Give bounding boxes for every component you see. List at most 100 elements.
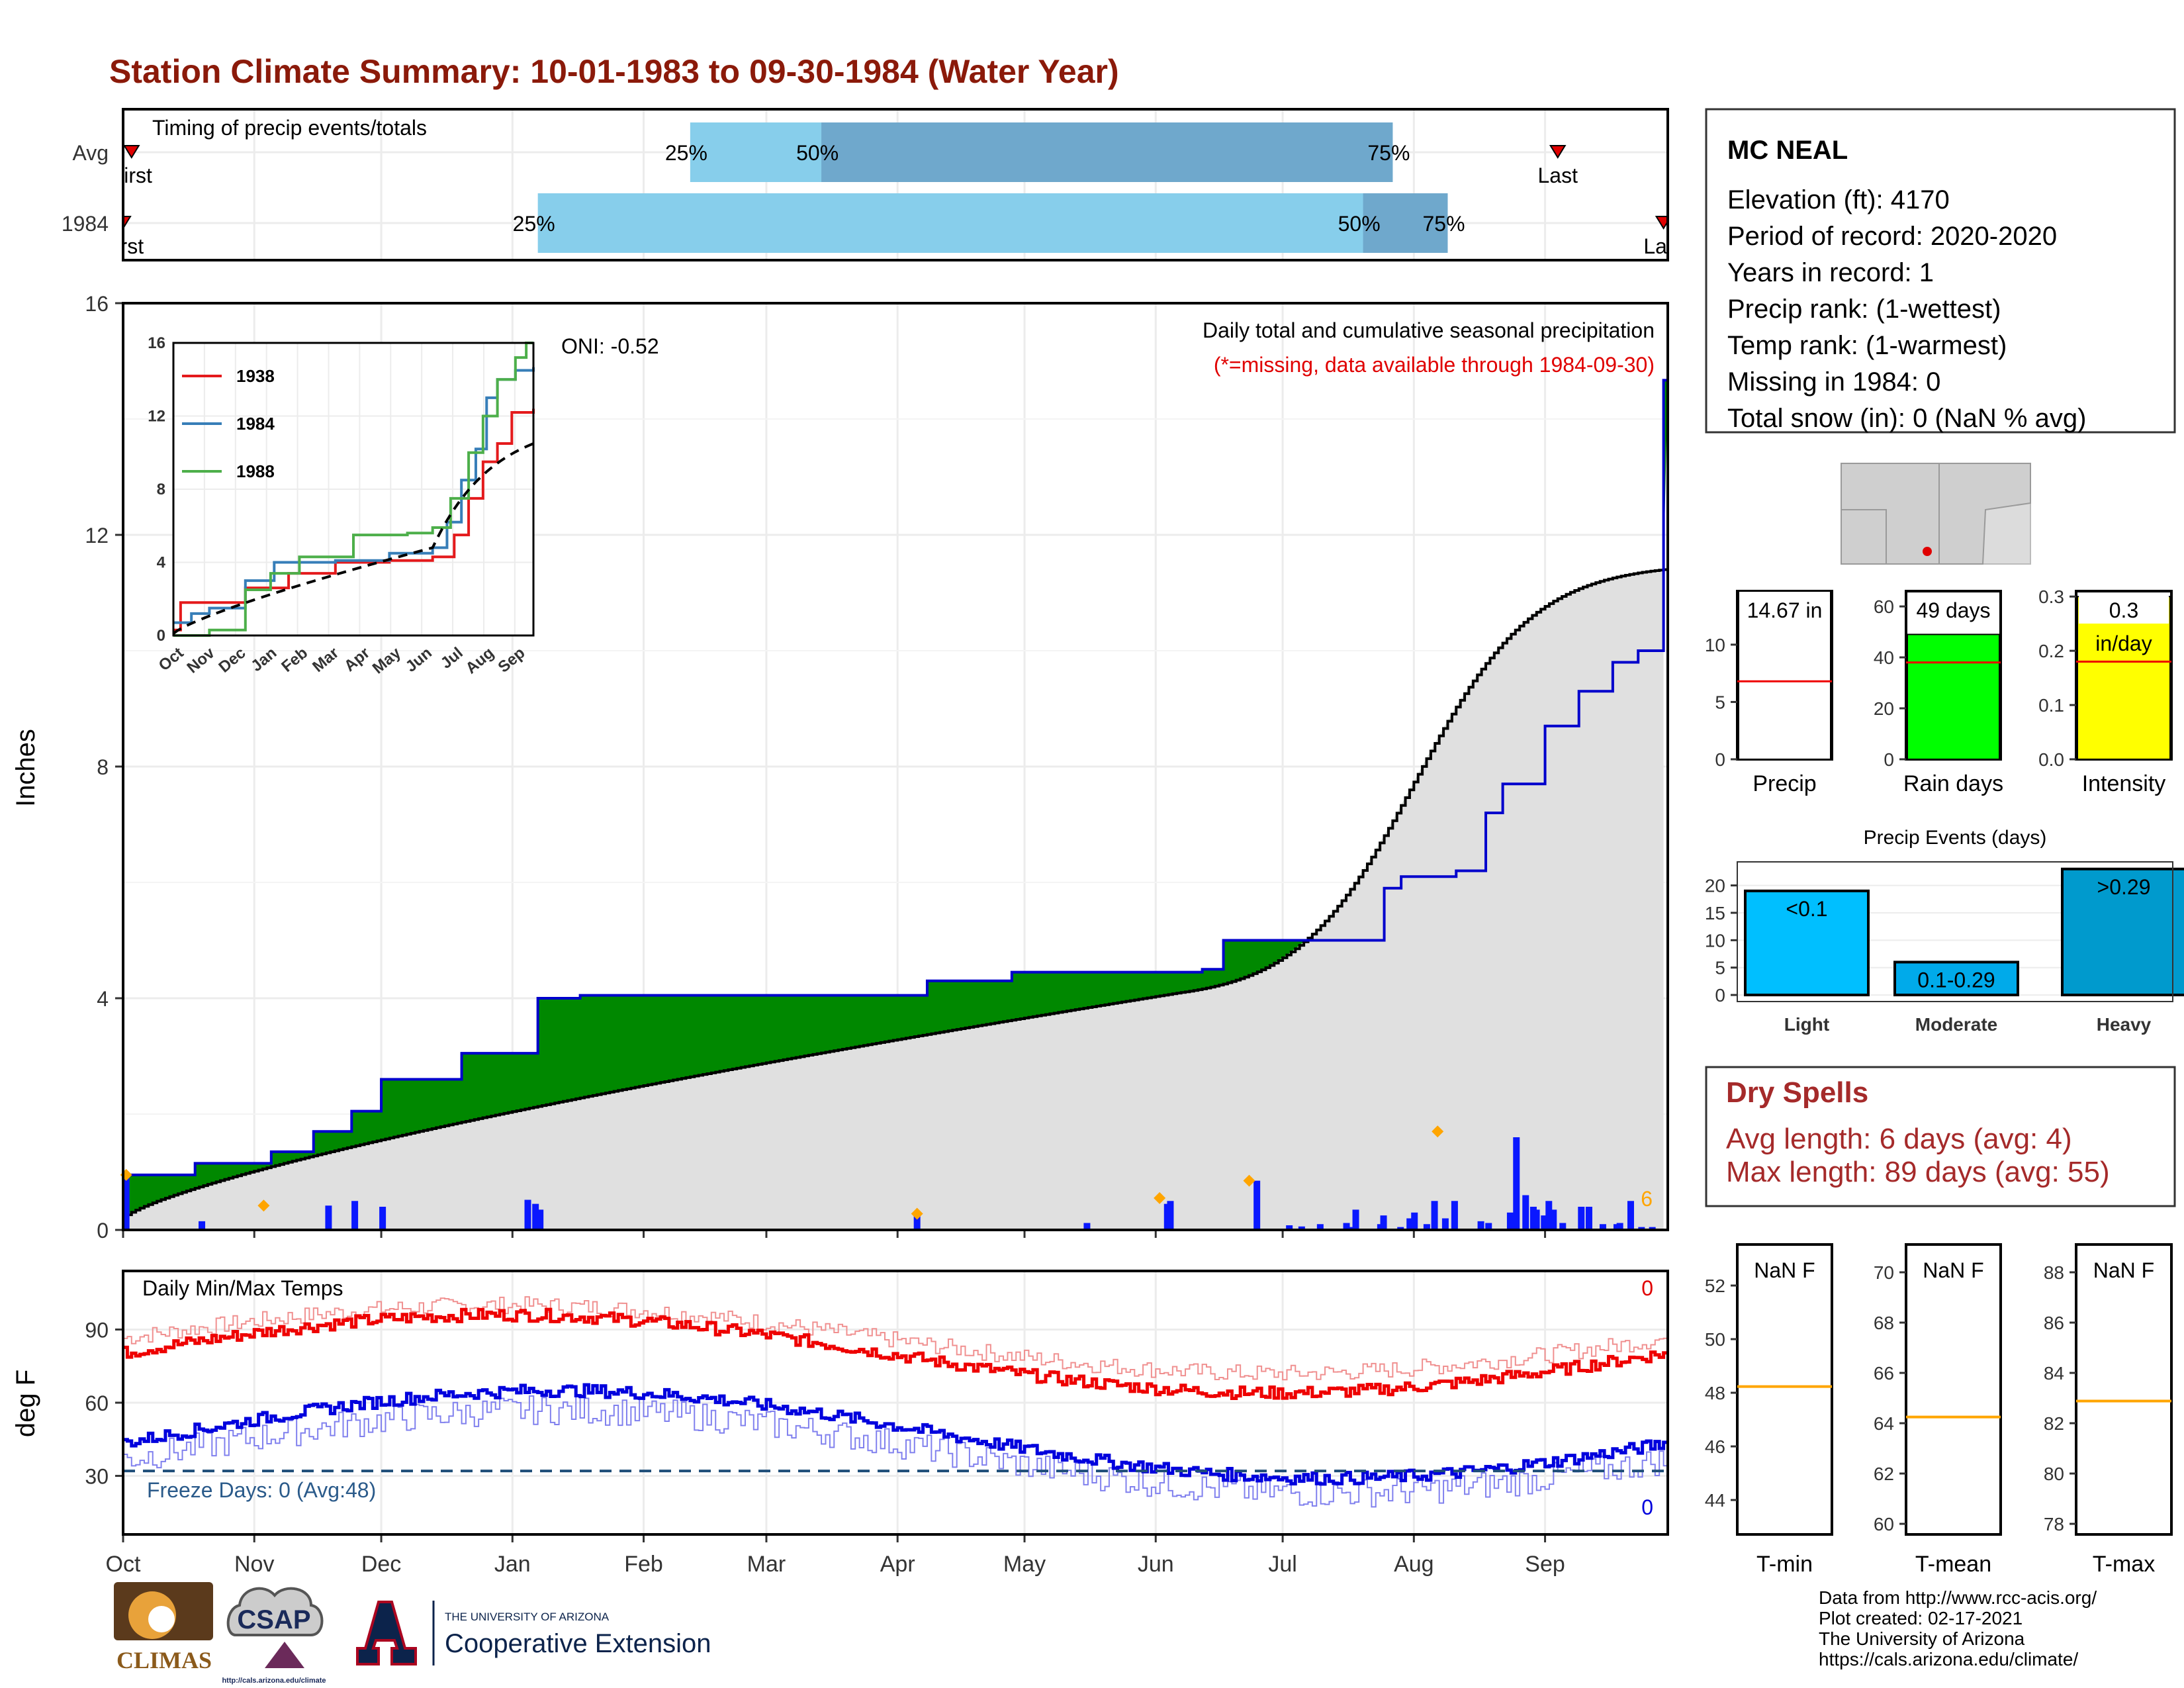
daily-max-temp-line <box>123 1296 1668 1381</box>
station-info-line: Temp rank: (1-warmest) <box>1727 331 2007 360</box>
events-y-tick: 0 <box>1715 985 1725 1006</box>
quartile-bar-light <box>537 193 1448 253</box>
temp-summary-y-tick: 50 <box>1705 1329 1725 1350</box>
daily-precip-bar <box>1559 1223 1567 1230</box>
temp-summary-y-tick: 82 <box>2044 1413 2064 1434</box>
legend-label: 1938 <box>236 366 275 386</box>
events-title: Precip Events (days) <box>1864 827 2047 849</box>
minibar-value-bar <box>2077 596 2171 760</box>
daily-precip-bar <box>537 1209 544 1230</box>
pct-75-label: 75% <box>1422 212 1465 236</box>
temp-y-axis-label: deg F <box>11 1370 40 1437</box>
daily-precip-bar <box>1167 1201 1174 1230</box>
inset-y-tick: 16 <box>148 334 165 352</box>
daily-precip-bar <box>1545 1201 1553 1230</box>
temp-y-tick: 90 <box>85 1318 109 1342</box>
minibar-label: Precip <box>1752 771 1816 796</box>
daily-min-temp-line <box>123 1395 1668 1508</box>
timing-row-label: Avg <box>72 141 109 165</box>
freeze-days-label: Freeze Days: 0 (Avg:48) <box>147 1478 376 1502</box>
minibar-label: Intensity <box>2082 771 2166 796</box>
daily-precip-bar <box>1298 1226 1305 1230</box>
minibar-y-tick: 0.0 <box>2038 749 2064 770</box>
precip-y-tick: 16 <box>85 292 109 316</box>
event-bar-value: >0.29 <box>2097 875 2151 899</box>
event-category-label: Heavy <box>2097 1014 2152 1035</box>
oni-label: ONI: -0.52 <box>561 334 659 358</box>
pct-25-label: 25% <box>513 212 555 236</box>
avg-max-temp-line <box>123 1307 1668 1401</box>
legend-label: 1988 <box>236 461 275 481</box>
event-bar <box>1893 961 2019 997</box>
temp-panel-border <box>122 1270 1669 1536</box>
credit-line: https://cals.arizona.edu/climate/ <box>1819 1649 2078 1669</box>
event-category-label: Moderate <box>1915 1014 1997 1035</box>
temp-summary-y-tick: 46 <box>1705 1436 1725 1457</box>
temp-summary-y-tick: 66 <box>1874 1363 1894 1383</box>
daily-precip-bar <box>1627 1201 1634 1230</box>
csap-logo-text: CSAP <box>237 1605 310 1634</box>
daily-precip-bar <box>1541 1215 1548 1230</box>
inset-y-tick: 4 <box>157 554 166 572</box>
legend-label: 1984 <box>236 414 275 434</box>
temp-y-tick: 30 <box>85 1465 109 1489</box>
daily-precip-bar <box>1253 1180 1261 1230</box>
quartile-bar-dark <box>821 122 1393 182</box>
minibar-value-box <box>2079 594 2169 624</box>
daily-precip-bar <box>913 1215 921 1230</box>
station-info-line: Elevation (ft): 4170 <box>1727 185 1950 214</box>
daily-precip-bar <box>1550 1209 1557 1230</box>
temp-summary-y-tick: 62 <box>1874 1464 1894 1484</box>
precip-y-tick: 8 <box>97 755 109 779</box>
daily-precip-bar <box>1585 1207 1592 1230</box>
daily-precip-bar <box>1411 1212 1418 1230</box>
daily-precip-bar <box>325 1205 332 1230</box>
temp-summary-panel <box>2075 1243 2173 1536</box>
daily-precip-bar <box>1406 1218 1414 1230</box>
month-x-tick: Nov <box>234 1552 274 1577</box>
minibar-y-tick: 0 <box>1715 749 1725 770</box>
daily-precip-bar <box>351 1201 359 1230</box>
missing-note: (*=missing, data available through 1984-… <box>1214 353 1655 377</box>
page-title: Station Climate Summary: 10-01-1983 to 0… <box>109 53 1119 90</box>
month-x-tick: Jul <box>1268 1552 1297 1577</box>
temp-summary-y-tick: 60 <box>1874 1514 1894 1534</box>
climas-logo-text: CLIMAS <box>116 1647 212 1673</box>
credit-line: Plot created: 02-17-2021 <box>1819 1608 2023 1628</box>
station-info-line: Total snow (in): 0 (NaN % avg) <box>1727 404 2086 433</box>
station-info-box <box>1705 108 2176 434</box>
station-name: MC NEAL <box>1727 136 1848 165</box>
minibar-y-tick: 60 <box>1874 596 1894 617</box>
daily-precip-bar <box>1485 1223 1492 1230</box>
temp-summary-label: T-mean <box>1915 1552 1991 1577</box>
minibar-value-label: 0.3 <box>2109 598 2138 622</box>
temp-summary-y-tick: 84 <box>2044 1363 2064 1383</box>
max-count-label: 0 <box>1641 1276 1653 1300</box>
min-count-label: 0 <box>1641 1495 1653 1519</box>
precip-event-marker <box>1432 1125 1444 1138</box>
station-info-line: Missing in 1984: 0 <box>1727 367 1940 397</box>
pct-75-label: 75% <box>1367 141 1410 165</box>
ua-logo-icon <box>356 1601 417 1665</box>
timing-marker-label: Last <box>1538 164 1578 187</box>
temp-summary-y-tick: 64 <box>1874 1413 1894 1434</box>
minibar-y-tick: 20 <box>1874 698 1894 719</box>
minibar-y-tick: 10 <box>1705 635 1725 655</box>
timing-marker-icon <box>1549 145 1567 159</box>
precip-average-area <box>123 569 1664 1230</box>
ua-small-text: THE UNIVERSITY OF ARIZONA <box>445 1611 610 1623</box>
events-y-tick: 5 <box>1715 958 1725 978</box>
timing-panel-label: Timing of precip events/totals <box>152 116 427 140</box>
daily-precip-bar <box>1343 1223 1350 1230</box>
daily-precip-bar <box>1451 1201 1458 1230</box>
minibar-y-tick: 0.2 <box>2038 641 2064 661</box>
daily-precip-bar <box>1522 1195 1529 1230</box>
temp-panel-label: Daily Min/Max Temps <box>142 1276 343 1300</box>
temp-summary-y-tick: 78 <box>2044 1514 2064 1534</box>
month-x-tick: May <box>1003 1552 1046 1577</box>
events-y-tick: 20 <box>1705 876 1725 896</box>
quartile-bar-dark <box>1363 193 1448 253</box>
temp-summary-label: T-min <box>1756 1552 1813 1577</box>
daily-precip-bar <box>1431 1201 1438 1230</box>
